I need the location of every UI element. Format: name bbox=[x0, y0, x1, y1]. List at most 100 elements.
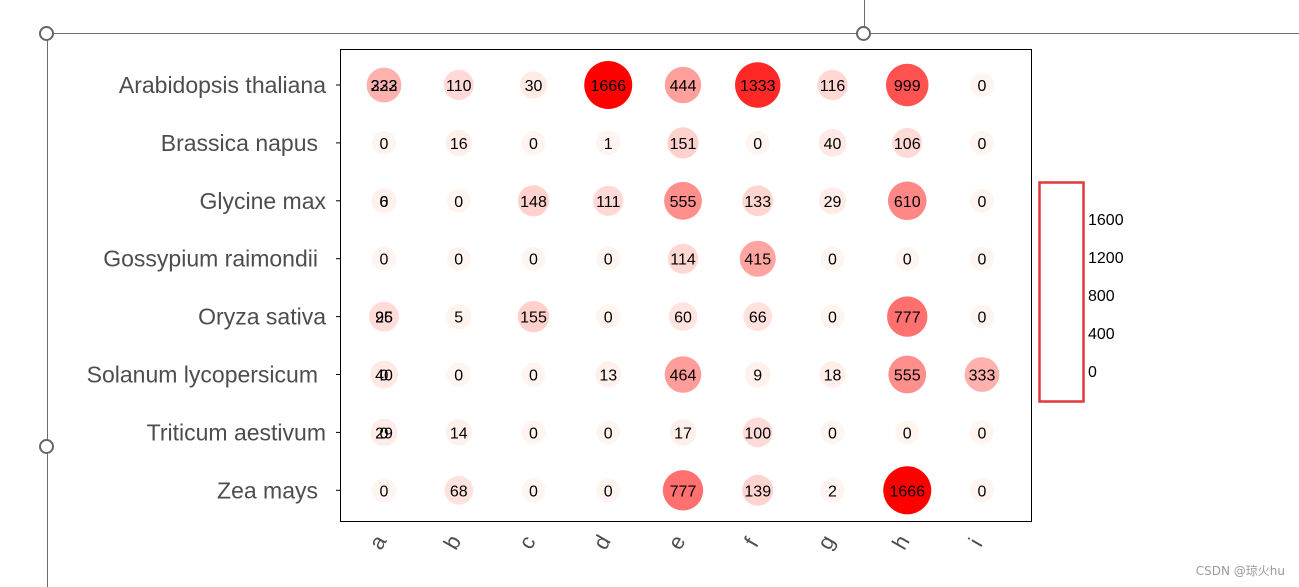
bubble bbox=[370, 360, 398, 389]
bubble bbox=[443, 69, 474, 101]
bubble bbox=[888, 355, 927, 394]
bubble bbox=[883, 466, 932, 515]
x-tick-label: c bbox=[513, 531, 540, 553]
legend-tick-label: 800 bbox=[1088, 288, 1115, 305]
bubble bbox=[667, 127, 699, 159]
bubble bbox=[664, 356, 702, 393]
bubble bbox=[742, 185, 774, 217]
bubble-value-label: 30 bbox=[525, 78, 543, 95]
bubble-value-label: 0 bbox=[978, 252, 987, 269]
legend-tick-label: 1200 bbox=[1088, 250, 1124, 267]
bubble bbox=[662, 470, 704, 511]
bubble-value-label: 40 bbox=[824, 136, 842, 153]
bubble bbox=[445, 419, 472, 446]
y-tick-label: Arabidopsis thaliana bbox=[119, 72, 326, 98]
bubble bbox=[521, 130, 546, 155]
bubble-value-label: 110 bbox=[446, 78, 472, 95]
bubble bbox=[446, 303, 472, 330]
bubble-value-label: 14 bbox=[450, 425, 468, 442]
bubble-value-label: 0 bbox=[978, 425, 987, 442]
bubble bbox=[964, 357, 1000, 392]
bubble-value-label: 0 bbox=[828, 425, 837, 442]
bubble-value-label: 29 bbox=[375, 425, 393, 442]
resize-handle-top[interactable] bbox=[856, 26, 871, 41]
bubble bbox=[742, 417, 773, 448]
bubble bbox=[820, 304, 845, 329]
bubble bbox=[664, 181, 702, 220]
bubble bbox=[735, 62, 781, 108]
bubble-value-label: 0 bbox=[454, 194, 463, 211]
bubble-value-label: 100 bbox=[744, 425, 771, 442]
legend-highlight-box bbox=[1038, 181, 1085, 403]
x-tick-label: g bbox=[812, 531, 840, 554]
x-tick-label: i bbox=[963, 534, 987, 551]
bubble-value-label: 464 bbox=[670, 368, 697, 385]
plot-frame bbox=[340, 49, 1032, 522]
bubble-value-label: 0 bbox=[828, 252, 837, 269]
bubble-value-label: 444 bbox=[670, 78, 697, 95]
bubble bbox=[369, 301, 399, 332]
legend-tick-label: 400 bbox=[1088, 326, 1115, 343]
bubble-value-label: 148 bbox=[520, 194, 547, 211]
bubble bbox=[444, 475, 474, 505]
bubble bbox=[370, 418, 398, 446]
bubble-value-label: 66 bbox=[749, 310, 767, 327]
bubble bbox=[895, 420, 920, 445]
bubble-value-label: 0 bbox=[529, 368, 538, 385]
bubble-value-label: 777 bbox=[894, 310, 921, 327]
bubble bbox=[667, 243, 699, 274]
bubble bbox=[970, 246, 994, 271]
bubble-value-label: 0 bbox=[529, 252, 538, 269]
bubble-value-label: 0 bbox=[978, 483, 987, 500]
bubble bbox=[371, 188, 397, 214]
bubble-value-label: 18 bbox=[824, 368, 842, 385]
x-tick-label: f bbox=[739, 533, 764, 552]
bubble-value-label: 133 bbox=[744, 194, 771, 211]
bubble bbox=[887, 296, 928, 337]
bubble bbox=[818, 187, 847, 215]
bubble-value-label: 999 bbox=[894, 78, 921, 95]
legend-tick-label: 0 bbox=[1088, 364, 1097, 381]
bubble bbox=[446, 362, 471, 387]
resize-handle-top-left[interactable] bbox=[39, 26, 54, 41]
bubble bbox=[596, 420, 621, 445]
bubble bbox=[521, 420, 546, 445]
bubble bbox=[664, 66, 702, 104]
resize-handle-left[interactable] bbox=[39, 439, 54, 454]
bubble-value-label: 1333 bbox=[740, 78, 776, 95]
bubble bbox=[596, 304, 621, 329]
bubble bbox=[595, 130, 621, 156]
bubble bbox=[517, 185, 550, 217]
bubble-value-label: 333 bbox=[371, 78, 398, 95]
bubble bbox=[668, 302, 698, 331]
y-tick-label: Triticum aestivum bbox=[147, 419, 326, 445]
bubble bbox=[372, 130, 396, 155]
bubble bbox=[584, 61, 633, 109]
bubble-value-label: 0 bbox=[380, 483, 389, 500]
bubble bbox=[820, 477, 845, 503]
guide-line-left bbox=[47, 33, 48, 587]
bubble-value-label: 0 bbox=[604, 252, 613, 269]
bubble bbox=[970, 420, 994, 445]
x-tick-label: d bbox=[588, 531, 616, 554]
bubble-value-label: 60 bbox=[674, 310, 692, 327]
bubble-value-label: 0 bbox=[753, 136, 762, 153]
bubble bbox=[739, 240, 776, 277]
y-tick-label: Oryza sativa bbox=[198, 304, 326, 330]
bubble bbox=[595, 361, 622, 388]
bubble bbox=[596, 478, 621, 503]
y-tick-label: Brassica napus bbox=[161, 130, 318, 156]
bubble-value-label: 0 bbox=[978, 194, 987, 211]
bubble-value-label: 0 bbox=[978, 136, 987, 153]
bubble bbox=[970, 73, 994, 97]
bubble-value-label: 5 bbox=[454, 310, 463, 327]
bubble-value-label: 68 bbox=[450, 483, 468, 500]
bubble-value-label: 1666 bbox=[590, 78, 626, 95]
bubble-value-label: 0 bbox=[604, 310, 613, 327]
bubble bbox=[742, 474, 774, 506]
bubble bbox=[820, 420, 845, 445]
bubble-value-label: 111 bbox=[596, 194, 620, 211]
bubble-value-label: 13 bbox=[599, 368, 617, 385]
y-tick-label: Zea mays bbox=[217, 477, 318, 503]
